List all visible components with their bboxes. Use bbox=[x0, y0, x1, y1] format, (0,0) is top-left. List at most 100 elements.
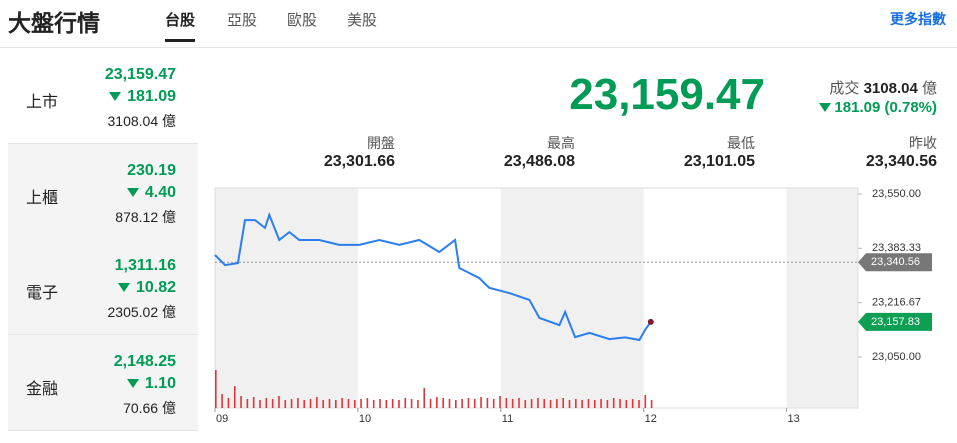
stat-value: 23,301.66 bbox=[323, 153, 395, 170]
market-value: 230.19 bbox=[127, 161, 176, 179]
volume-bar bbox=[511, 399, 514, 408]
stat-value: 23,340.56 bbox=[865, 153, 937, 170]
title: 大盤行情 bbox=[8, 10, 100, 36]
volume-bar bbox=[233, 386, 236, 408]
market-name: 上櫃 bbox=[26, 189, 59, 207]
volume-bar bbox=[480, 397, 482, 408]
y-tick-label: 23,383.33 bbox=[872, 242, 921, 254]
reference-label: 23,340.56 bbox=[871, 256, 920, 268]
market-change: 181.09 bbox=[109, 88, 176, 106]
volume-bar bbox=[284, 400, 287, 408]
price: 23,159.47 bbox=[569, 70, 765, 119]
volume-bar bbox=[385, 400, 388, 408]
volume-bar bbox=[593, 400, 596, 408]
last-tag bbox=[858, 312, 932, 331]
volume-bar bbox=[568, 400, 571, 408]
volume-bar bbox=[600, 399, 602, 408]
market-name: 金融 bbox=[26, 380, 59, 398]
volume-bar bbox=[246, 399, 249, 408]
stat-value: 23,486.08 bbox=[503, 153, 575, 170]
market-name: 上市 bbox=[26, 94, 59, 111]
tab[interactable]: 台股 bbox=[165, 9, 196, 42]
volume-bar bbox=[423, 388, 426, 408]
volume-bar bbox=[518, 398, 520, 408]
last-label: 23,157.83 bbox=[871, 316, 920, 328]
volume-bar bbox=[530, 399, 533, 408]
volume-bar bbox=[322, 400, 324, 408]
volume-bar bbox=[625, 400, 628, 408]
market-change: 1.10 bbox=[126, 374, 176, 393]
volume-bar bbox=[335, 400, 337, 408]
volume-bar bbox=[467, 398, 470, 408]
change: 10.82 bbox=[135, 279, 176, 296]
tab[interactable]: 亞股 bbox=[227, 12, 258, 29]
volume-bar bbox=[499, 396, 501, 408]
market-row[interactable]: 上櫃 230.19 4.40 878.12 億 bbox=[8, 143, 198, 240]
volume-bar bbox=[221, 394, 223, 408]
y-tick-label: 23,216.67 bbox=[872, 297, 921, 309]
x-tick-label: 10 bbox=[359, 413, 371, 425]
volume-bar bbox=[436, 397, 438, 408]
plot-frame bbox=[214, 187, 859, 409]
volume-bar bbox=[265, 398, 268, 408]
volume-bar bbox=[461, 399, 463, 408]
turnover: 3108.04 bbox=[863, 80, 918, 97]
market-volume: 70.66 億 bbox=[123, 399, 176, 416]
market-name: 電子 bbox=[26, 285, 59, 302]
x-tick-label: 11 bbox=[502, 413, 513, 425]
volume-bar bbox=[562, 398, 564, 408]
volume-bar bbox=[252, 397, 255, 408]
last-point bbox=[647, 318, 654, 325]
down-arrow bbox=[117, 283, 130, 292]
market-row[interactable]: 上市 23,159.47 181.09 3108.04 億 bbox=[8, 48, 198, 144]
change: 1.10 bbox=[144, 374, 176, 392]
volume-bar bbox=[240, 396, 242, 408]
volume-bar bbox=[631, 399, 634, 408]
volume-bar bbox=[303, 400, 306, 408]
volume-bar bbox=[417, 400, 419, 408]
stat-label: 最高 bbox=[547, 135, 575, 151]
volume-bar bbox=[619, 399, 621, 408]
volume-bar bbox=[587, 399, 590, 408]
volume-bar bbox=[391, 399, 394, 408]
y-tick-label: 23,550.00 bbox=[872, 188, 921, 200]
volume-bar bbox=[486, 398, 489, 408]
volume-bar bbox=[316, 397, 318, 408]
volume-bar bbox=[309, 399, 312, 408]
volume-bar bbox=[505, 398, 508, 408]
volume-bar bbox=[492, 399, 495, 408]
more-link[interactable]: 更多指數 bbox=[890, 11, 946, 27]
change: 181.09 bbox=[127, 88, 176, 105]
market-row[interactable]: 電子 1,311.16 10.82 2305.02 億 bbox=[8, 239, 198, 335]
market-value: 23,159.47 bbox=[104, 66, 176, 83]
volume-bar bbox=[347, 399, 350, 408]
stat-label: 最低 bbox=[727, 135, 755, 151]
market-volume: 2305.02 億 bbox=[107, 304, 177, 320]
market-change: 4.40 bbox=[126, 184, 176, 202]
volume-bar bbox=[537, 398, 539, 408]
volume-bar bbox=[612, 398, 615, 408]
volume-bar bbox=[290, 399, 293, 408]
market-value: 1,311.16 bbox=[114, 257, 176, 274]
stat-label: 開盤 bbox=[367, 135, 395, 151]
volume-bar bbox=[341, 398, 343, 408]
volume-bar bbox=[543, 399, 546, 408]
market-volume: 878.12 億 bbox=[115, 208, 176, 225]
volume-bar bbox=[410, 399, 413, 408]
volume-bar bbox=[297, 398, 299, 408]
volume-bar bbox=[328, 399, 331, 408]
volume-bar bbox=[360, 399, 362, 408]
down-arrow bbox=[126, 378, 139, 388]
volume-bar bbox=[638, 400, 640, 408]
volume-bar bbox=[524, 400, 527, 408]
x-tick-label: 13 bbox=[788, 413, 800, 425]
market-value: 2,148.25 bbox=[113, 352, 176, 370]
volume-bar bbox=[259, 400, 261, 408]
volume-bar bbox=[366, 398, 369, 408]
tab[interactable]: 美股 bbox=[347, 12, 378, 29]
tab[interactable]: 歐股 bbox=[287, 12, 318, 29]
down-arrow bbox=[109, 92, 122, 101]
volume-bar bbox=[556, 399, 558, 408]
volume-bar bbox=[442, 398, 444, 408]
market-row[interactable]: 金融 2,148.25 1.10 70.66 億 bbox=[8, 334, 198, 431]
